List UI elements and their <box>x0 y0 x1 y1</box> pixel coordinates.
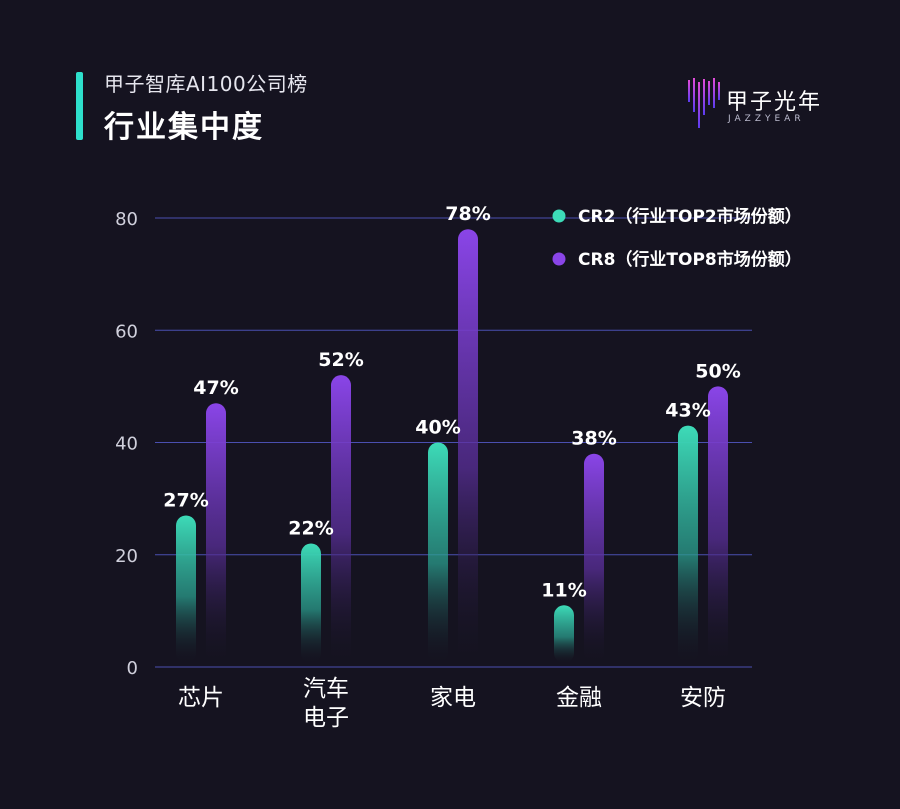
y-tick-label: 40 <box>115 434 138 455</box>
page-subtitle: 甲子智库AI100公司榜 <box>104 72 308 96</box>
title-accent-bar <box>76 72 83 140</box>
x-category-label: 安防 <box>680 685 726 711</box>
data-label: 43% <box>665 400 710 422</box>
data-label: 47% <box>193 377 238 399</box>
y-tick-label: 0 <box>127 658 138 679</box>
y-tick-label: 80 <box>115 209 138 230</box>
data-label: 78% <box>445 203 490 225</box>
legend-label: CR8（行业TOP8市场份额） <box>578 249 802 270</box>
logo-subtext: JAZZYEAR <box>728 114 805 124</box>
bar-cr8 <box>584 453 604 663</box>
logo-mark-icon <box>688 78 720 128</box>
bar-cr8 <box>458 229 478 663</box>
bar-cr8 <box>708 386 728 663</box>
legend-marker <box>552 209 566 223</box>
legend-label: CR2（行业TOP2市场份额） <box>578 206 802 227</box>
brand-logo: 甲子光年 JAZZYEAR <box>684 76 834 134</box>
bar-cr2 <box>678 425 698 663</box>
data-label: 50% <box>695 360 740 382</box>
y-tick-label: 20 <box>115 546 138 567</box>
x-category-label: 家电 <box>430 685 476 711</box>
x-category-label: 汽车电子 <box>303 676 349 731</box>
data-label: 52% <box>318 349 363 371</box>
bar-cr2 <box>301 543 321 663</box>
bar-cr8 <box>206 403 226 663</box>
page-title: 行业集中度 <box>104 110 264 145</box>
bar-cr8 <box>331 375 351 663</box>
data-label: 11% <box>541 579 586 601</box>
x-category-label: 芯片 <box>178 685 224 711</box>
data-label: 40% <box>415 417 460 439</box>
data-label: 27% <box>163 489 208 511</box>
x-category-label: 金融 <box>556 685 602 711</box>
logo-name: 甲子光年 <box>726 90 823 115</box>
bar-cr2 <box>176 515 196 663</box>
legend-marker <box>552 252 566 266</box>
bar-cr2 <box>554 605 574 663</box>
data-label: 22% <box>288 518 333 540</box>
y-tick-label: 60 <box>115 321 138 342</box>
bar-cr2 <box>428 442 448 663</box>
data-label: 38% <box>571 428 616 450</box>
